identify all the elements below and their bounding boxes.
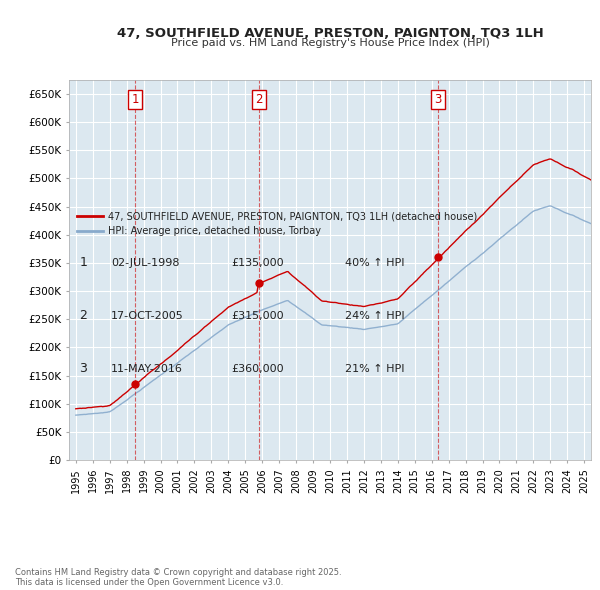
Text: 47, SOUTHFIELD AVENUE, PRESTON, PAIGNTON, TQ3 1LH (detached house): 47, SOUTHFIELD AVENUE, PRESTON, PAIGNTON… — [108, 211, 478, 221]
Text: 1: 1 — [79, 256, 88, 269]
Text: 3: 3 — [79, 362, 88, 375]
Text: 21% ↑ HPI: 21% ↑ HPI — [345, 364, 404, 373]
Text: £315,000: £315,000 — [231, 311, 284, 320]
Text: 47, SOUTHFIELD AVENUE, PRESTON, PAIGNTON, TQ3 1LH: 47, SOUTHFIELD AVENUE, PRESTON, PAIGNTON… — [116, 27, 544, 40]
Text: 2: 2 — [79, 309, 88, 322]
Text: Price paid vs. HM Land Registry's House Price Index (HPI): Price paid vs. HM Land Registry's House … — [170, 38, 490, 48]
Text: £135,000: £135,000 — [231, 258, 284, 267]
Text: 24% ↑ HPI: 24% ↑ HPI — [345, 311, 404, 320]
Text: Contains HM Land Registry data © Crown copyright and database right 2025.
This d: Contains HM Land Registry data © Crown c… — [15, 568, 341, 587]
Text: £360,000: £360,000 — [231, 364, 284, 373]
Text: 17-OCT-2005: 17-OCT-2005 — [111, 311, 184, 320]
Text: 1: 1 — [131, 93, 139, 106]
Text: 11-MAY-2016: 11-MAY-2016 — [111, 364, 183, 373]
Text: 3: 3 — [434, 93, 442, 106]
Text: HPI: Average price, detached house, Torbay: HPI: Average price, detached house, Torb… — [108, 226, 321, 236]
Text: 02-JUL-1998: 02-JUL-1998 — [111, 258, 179, 267]
Text: 2: 2 — [255, 93, 263, 106]
Text: 40% ↑ HPI: 40% ↑ HPI — [345, 258, 404, 267]
